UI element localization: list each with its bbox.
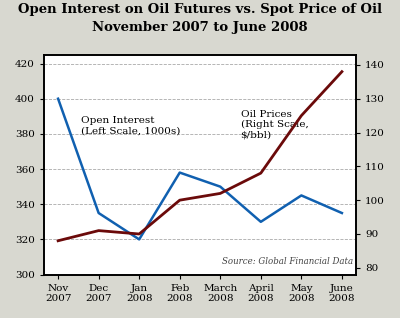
Text: November 2007 to June 2008: November 2007 to June 2008 (92, 21, 308, 34)
Text: Oil Prices
(Right Scale,
$/bbl): Oil Prices (Right Scale, $/bbl) (240, 110, 308, 140)
Text: Source: Global Financial Data: Source: Global Financial Data (222, 257, 353, 266)
Text: Open Interest on Oil Futures vs. Spot Price of Oil: Open Interest on Oil Futures vs. Spot Pr… (18, 3, 382, 16)
Text: Open Interest
(Left Scale, 1000s): Open Interest (Left Scale, 1000s) (81, 116, 181, 136)
